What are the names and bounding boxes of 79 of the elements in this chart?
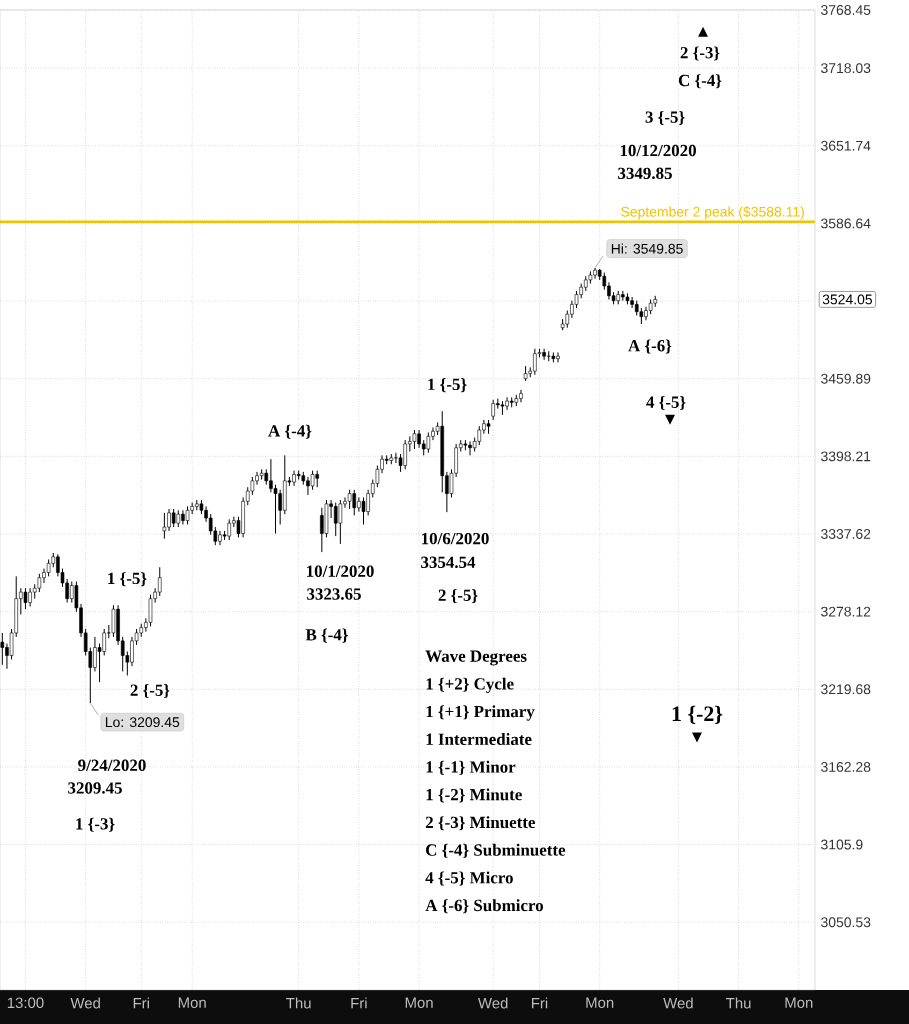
candlestick [477,425,482,446]
candlestick [171,508,176,528]
candlestick [426,432,431,454]
annotation: C {-4} Subminuette [426,843,566,858]
annotation: 4 {-5} [646,395,686,410]
y-tick-label: 3337.62 [821,529,871,539]
annotation: 10/6/2020 [422,532,489,545]
x-tick-label: Fri [531,997,548,1009]
x-tick-label: Thu [726,997,751,1009]
y-tick-label: 3586.64 [821,218,871,229]
y-tick-label: 3162.28 [821,761,871,772]
candlestick [310,470,315,491]
candlestick [412,429,417,450]
y-tick-label: 3651.74 [821,140,871,151]
candlestick [347,489,352,510]
y-tick-label: 3459.89 [821,373,871,384]
annotation: 3 {-5} [645,110,685,125]
annotation: 1 {-3} [76,817,115,832]
y-tick-label: 3718.03 [821,63,871,74]
annotation: A {-4} [268,424,312,439]
annotation: ▼ [692,732,702,743]
x-tick-label: Mon [586,997,614,1008]
x-tick-label: Mon [405,997,433,1008]
annotation: 3323.65 [307,588,361,600]
candlestick [0,632,5,666]
annotation: 10/1/2020 [307,565,374,577]
x-tick-label: Thu [286,997,311,1009]
candlestick [338,499,343,545]
y-tick-label: 3050.53 [821,917,871,928]
annotation: 2 {-3} [680,46,720,61]
annotation: Lo: 3209.45 [105,717,180,728]
y-tick-label: 3768.45 [821,5,871,15]
annotation: 1 Intermediate [426,733,532,745]
x-tick-label: Wed [478,997,508,1009]
annotation: ▲ [698,26,708,37]
x-tick-label: Wed [663,997,693,1009]
x-tick-label: Fri [351,997,367,1009]
annotation: 10/12/2020 [620,144,696,157]
annotation: A {-6} [628,339,672,354]
text: 3524.05 [822,294,873,305]
annotation: 9/24/2020 [78,759,146,772]
y-tick-label: 3105.9 [821,839,863,850]
candlestick [162,512,167,540]
annotation: ▼ [665,414,675,425]
annotation: 1 {-1} Minor [426,760,516,775]
annotation: C {-4} [678,74,722,89]
ref-line-label: September 2 peak ($3588.11) [621,206,804,220]
annotation: 2 {-5} [438,589,478,604]
candlestick [111,604,116,638]
annotation: Hi: 3549.85 [611,243,683,254]
annotation: Wave Degrees [425,650,527,666]
annotation: 2 {-5} [130,683,170,698]
x-tick-label: Mon [178,997,206,1008]
annotation: 3349.85 [618,167,672,180]
annotation: 2 {-3} Minuette [425,816,536,831]
y-tick-label: 3219.68 [821,684,871,695]
annotation: 3354.54 [421,556,476,569]
annotation: 1 {-5} [428,378,467,393]
x-tick-label: Fri [133,997,149,1009]
x-tick-label: 13:00 [7,997,44,1009]
candlestick [185,505,190,525]
candlestick [23,587,28,610]
candlestick [157,566,162,597]
annotation: 1 {-5} [108,572,147,587]
annotation: 1 {-2} [672,705,723,724]
annotation: 4 {-5} Micro [425,871,513,886]
annotation: 1 {+2} Cycle [426,677,514,694]
y-tick-label: 3398.21 [821,451,871,462]
candlestick [361,496,366,525]
x-tick-label: Mon [785,997,813,1008]
annotation: A {-6} Submicro [425,899,543,914]
annotation: B {-4} [305,628,348,643]
x-tick-label: Wed [70,997,100,1009]
candlestick [333,502,338,537]
y-tick-label: 3278.12 [821,606,871,617]
annotation: 3209.45 [68,782,122,794]
annotation: 1 {-2} Minute [426,788,522,803]
candlestick [37,573,42,593]
annotation: 1 {+1} Primary [426,705,535,721]
